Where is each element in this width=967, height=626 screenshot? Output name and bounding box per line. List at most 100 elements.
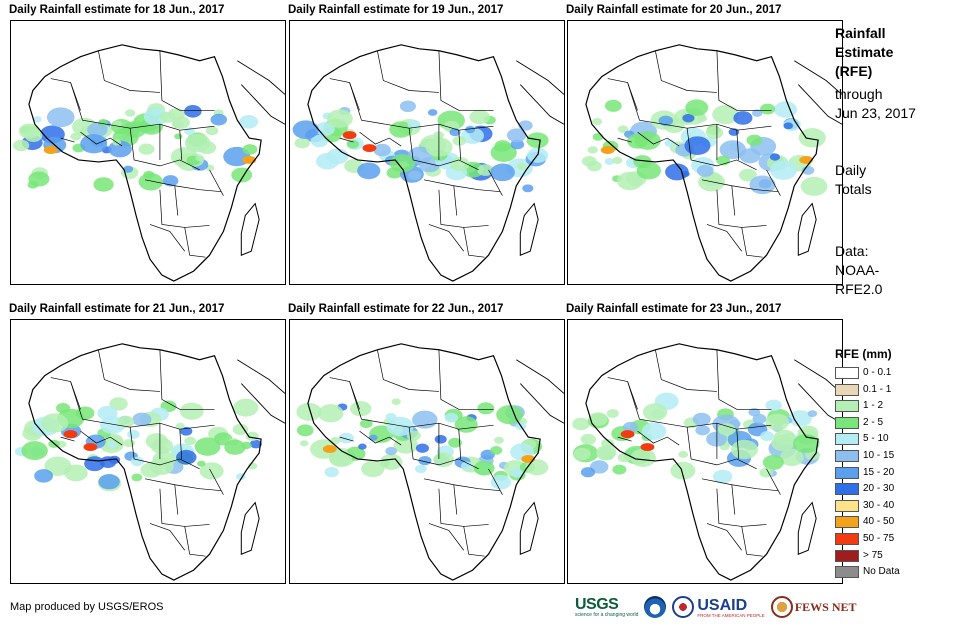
usaid-tagline: FROM THE AMERICAN PEOPLE: [697, 612, 765, 618]
madagascar-outline: [240, 501, 260, 555]
africa-map-svg: [14, 343, 285, 581]
country-border: [686, 427, 757, 470]
legend-swatch: [835, 483, 859, 496]
map-panel-3: Daily Rainfall estimate for 20 Jun., 201…: [566, 4, 843, 285]
arabia-outline: [237, 60, 285, 125]
country-border: [408, 128, 479, 171]
rainfall-field: [572, 392, 821, 484]
legend-swatch: [835, 532, 859, 545]
legend-label: 30 - 40: [863, 499, 895, 511]
legend-label: 20 - 30: [863, 483, 895, 495]
side-title-line: Estimate: [835, 44, 894, 60]
country-border: [488, 468, 503, 495]
country-border: [98, 349, 160, 392]
country-border: [607, 377, 664, 424]
data-source-line: Data:: [835, 243, 869, 259]
map-panel-5: Daily Rainfall estimate for 22 Jun., 201…: [288, 303, 565, 584]
country-border: [428, 224, 464, 252]
panel-title: Daily Rainfall estimate for 18 Jun., 201…: [9, 4, 225, 16]
legend-swatch: [835, 549, 859, 562]
legend-swatch: [835, 499, 859, 512]
country-border: [428, 523, 464, 551]
arabia-outline: [516, 60, 564, 125]
rainfall-field: [581, 99, 828, 196]
map-panel-6: Daily Rainfall estimate for 23 Jun., 201…: [566, 303, 843, 584]
legend-swatch: [835, 466, 859, 479]
through-label: through: [835, 86, 883, 102]
coastline: [28, 44, 262, 282]
country-border: [60, 137, 75, 143]
country-border: [377, 50, 439, 93]
legend-swatch: [835, 416, 859, 429]
rainfall-map: [567, 20, 843, 285]
legend-label: > 75: [863, 549, 883, 561]
country-border: [179, 429, 183, 459]
country-border: [50, 377, 107, 424]
data-source-line: RFE2.0: [835, 281, 883, 297]
country-border: [617, 137, 632, 143]
legend-swatch: [835, 383, 859, 396]
country-border: [349, 82, 360, 111]
country-border: [339, 137, 354, 143]
totals-note: Daily Totals: [835, 161, 872, 199]
side-title-line: Rainfall: [835, 25, 886, 41]
africa-map-svg: [581, 44, 842, 282]
coastline: [585, 343, 819, 581]
country-border: [359, 131, 402, 147]
country-border: [209, 468, 224, 495]
logo-strip: USGS science for a changing world USAID …: [575, 593, 857, 621]
country-border: [453, 185, 458, 216]
usaid-logo-text: USAID: [697, 596, 748, 614]
arabia-outline: [794, 60, 842, 125]
country-border: [458, 429, 462, 459]
country-border: [98, 50, 160, 93]
country-border: [736, 429, 740, 459]
country-border: [179, 130, 183, 160]
country-border: [70, 381, 81, 410]
country-border: [766, 468, 781, 495]
legend-label: 2 - 5: [863, 416, 884, 428]
country-border: [159, 189, 210, 228]
rainfall-map: [10, 20, 286, 285]
legend-swatch: [835, 400, 859, 413]
noaa-logo-icon: [644, 596, 667, 618]
country-border: [463, 227, 485, 258]
legend-label: 15 - 20: [863, 466, 895, 478]
rainfall-map: [10, 319, 286, 584]
legend-label: 10 - 15: [863, 449, 895, 461]
country-border: [663, 422, 772, 430]
usgs-tagline: science for a changing world: [575, 612, 639, 618]
country-border: [209, 169, 224, 196]
rainfall-field: [296, 398, 549, 490]
country-border: [438, 189, 489, 228]
panel-title: Daily Rainfall estimate for 22 Jun., 201…: [288, 303, 504, 315]
country-border: [377, 349, 439, 392]
country-border: [159, 349, 215, 410]
data-source: Data: NOAA- RFE2.0: [835, 242, 882, 299]
fews-logo-text: FEWS NET: [794, 599, 857, 614]
country-border: [716, 189, 767, 228]
legend-label: 5 - 10: [863, 433, 889, 445]
rainfall-field: [292, 100, 549, 193]
usgs-logo: USGS science for a changing world: [575, 596, 638, 618]
through-date: through Jun 23, 2017: [835, 85, 916, 123]
country-border: [70, 82, 81, 111]
country-border: [766, 169, 781, 196]
country-border: [701, 179, 779, 193]
legend-swatch: [835, 433, 859, 446]
country-border: [129, 427, 200, 470]
country-border: [438, 488, 489, 527]
legend-label: 0 - 0.1: [863, 367, 892, 378]
madagascar-outline: [519, 202, 539, 256]
country-border: [144, 179, 222, 193]
country-border: [731, 484, 736, 515]
usgs-logo-text: USGS: [575, 596, 619, 613]
country-border: [60, 436, 75, 442]
legend-label: No Data: [863, 566, 900, 578]
legend-label: 40 - 50: [863, 516, 895, 528]
country-border: [716, 50, 772, 111]
country-border: [706, 523, 742, 551]
rainfall-field: [14, 397, 262, 492]
country-border: [655, 349, 717, 392]
panel-title: Daily Rainfall estimate for 23 Jun., 201…: [566, 303, 782, 315]
